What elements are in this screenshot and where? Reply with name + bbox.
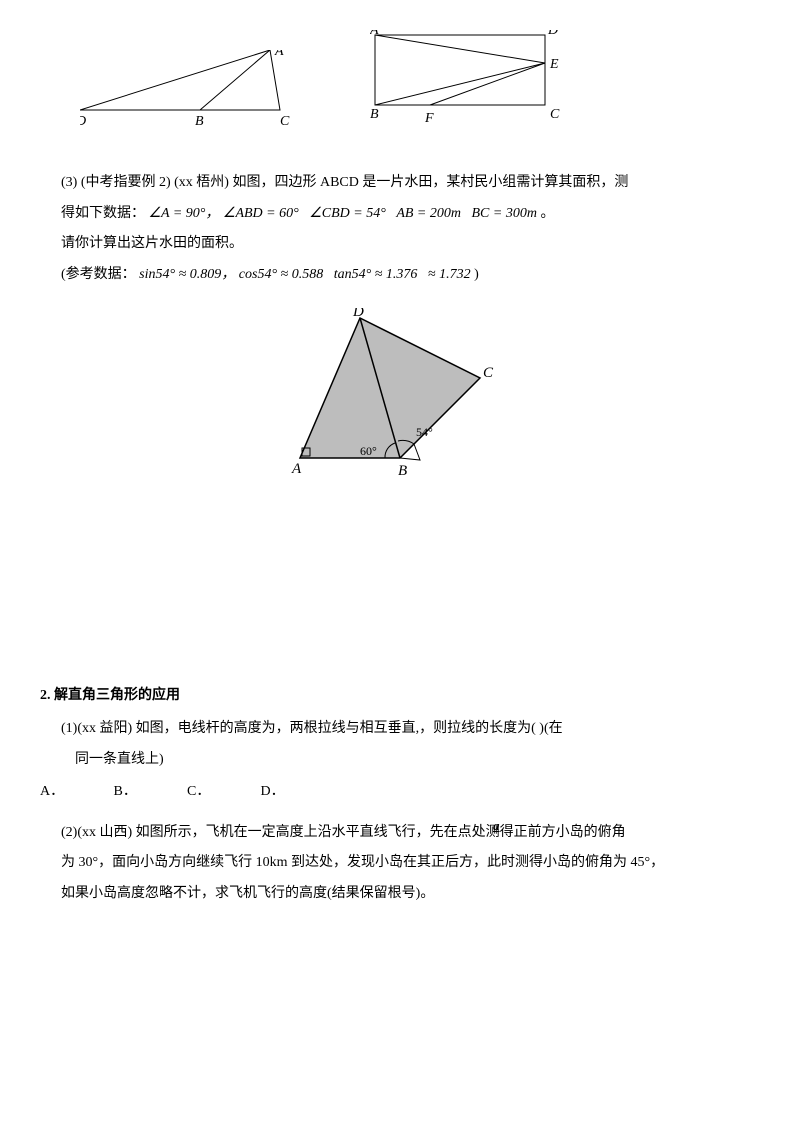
- q2-1-line2: 同一条直线上): [40, 747, 760, 774]
- figure-rectangle-2: A D E B F C: [370, 30, 570, 130]
- eq-AB: AB = 200m: [396, 206, 461, 221]
- angle-60: 60°: [360, 444, 377, 458]
- label-C2: C: [550, 107, 560, 122]
- ref-sqrt: ≈ 1.732: [428, 267, 471, 282]
- period: 。: [540, 206, 554, 221]
- label-B2: B: [370, 107, 379, 122]
- q2-2-line3: 如果小岛高度忽略不计，求飞机飞行的高度(结果保留根号)。: [40, 881, 760, 908]
- q2-2-line1-text: (2)(xx 山西) 如图所示，飞机在一定高度上沿水平直线飞行，先在点处测得正前…: [61, 825, 626, 840]
- figure-triangle-1: A B C D: [80, 50, 300, 130]
- q2-2-line2: 为 30°，面向小岛方向继续飞行 10km 到达处，发现小岛在其正后方，此时测得…: [40, 850, 760, 877]
- label-A2: A: [370, 30, 379, 38]
- ref-prefix: (参考数据：: [61, 267, 136, 282]
- lab3-C: C: [483, 365, 494, 381]
- label-B: B: [195, 114, 204, 129]
- q3-line1: (3) (中考指要例 2) (xx 梧州) 如图，四边形 ABCD 是一片水田，…: [40, 170, 760, 197]
- label-E2: E: [549, 57, 559, 72]
- top-figures-row: A B C D A D E B F C: [80, 30, 760, 130]
- q3-line2a: 得如下数据：: [61, 206, 145, 221]
- q2-2-line1: (2)(xx 山西) 如图所示，飞机在一定高度上沿水平直线飞行，先在点处测得正前…: [40, 820, 760, 847]
- ref-sin: sin54° ≈ 0.809，: [139, 267, 235, 282]
- figure-quadrilateral-wrap: D C A B 60° 54°: [40, 308, 760, 483]
- q3-ref: (参考数据： sin54° ≈ 0.809， cos54° ≈ 0.588 ta…: [40, 262, 760, 289]
- q3-line3: 请你计算出这片水田的面积。: [40, 231, 760, 258]
- label-A: A: [274, 50, 284, 59]
- ref-suffix: ): [474, 267, 479, 282]
- q2-1-line1: (1)(xx 益阳) 如图，电线杆的高度为，两根拉线与相互垂直,，则拉线的长度为…: [40, 716, 760, 743]
- eq-A: ∠A = 90°，: [149, 206, 220, 221]
- spacer: [40, 513, 760, 633]
- eq-CBD: ∠CBD = 54°: [309, 206, 386, 221]
- q3-line2: 得如下数据： ∠A = 90°， ∠ABD = 60° ∠CBD = 54° A…: [40, 201, 760, 228]
- lab3-B: B: [398, 463, 407, 479]
- annotation-a: a: [472, 814, 500, 839]
- opt-A[interactable]: A．: [40, 779, 110, 806]
- section-2-title: 2. 解直角三角形的应用: [40, 683, 760, 710]
- opt-C[interactable]: C．: [187, 779, 257, 806]
- eq-ABD: ∠ABD = 60°: [223, 206, 299, 221]
- figure-quadrilateral: D C A B 60° 54°: [290, 308, 510, 483]
- label-D: D: [80, 114, 86, 129]
- ref-tan: tan54° ≈ 1.376: [334, 267, 418, 282]
- ref-cos: cos54° ≈ 0.588: [239, 267, 323, 282]
- opt-B[interactable]: B．: [114, 779, 184, 806]
- angle-54: 54°: [416, 425, 433, 439]
- lab3-D: D: [352, 308, 364, 320]
- label-C: C: [280, 114, 290, 129]
- label-F2: F: [424, 111, 434, 126]
- lab3-A: A: [291, 461, 302, 477]
- label-D2: D: [547, 30, 558, 38]
- eq-BC: BC = 300m: [472, 206, 537, 221]
- q2-1-options: A． B． C． D．: [40, 779, 760, 806]
- opt-D[interactable]: D．: [261, 779, 331, 806]
